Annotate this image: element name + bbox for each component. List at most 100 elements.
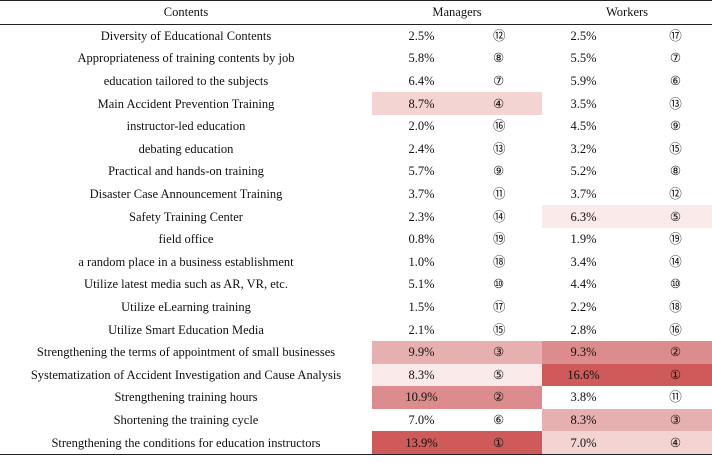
workers-percent: 2.5% [542,24,640,48]
table-row: debating education 2.4% ⑬ 3.2% ⑮ [0,137,712,161]
managers-percent: 5.7% [372,160,493,183]
row-label: Strengthening the conditions for educati… [0,431,372,455]
workers-rank: ⑪ [639,386,712,409]
row-label: Utilize Smart Education Media [108,322,264,337]
workers-percent: 3.2% [542,137,640,161]
table-row: education tailored to the subjects 6.4% ⑦ 5… [0,69,712,93]
row-label: Systematization of Accident Investigatio… [30,367,342,382]
managers-percent: 2.4% [372,137,493,161]
workers-percent: 1.9% [542,227,640,251]
managers-rank: ⑦ [493,69,543,93]
workers-rank: ⑭ [639,250,712,274]
row-label: debating education [138,141,234,156]
row-label: Utilize latest media such as AR, VR, etc… [84,277,288,292]
table-row: Safety Training Center 2.3% ⑭ 6.3% ⑤ [0,205,712,228]
managers-percent: 1.5% [372,295,493,319]
managers-percent: 8.7% [372,92,493,115]
managers-rank: ⑯ [493,114,543,138]
managers-rank: ⑭ [493,205,543,228]
row-label: Strengthening the terms of appointment o… [36,345,336,360]
table-row: Strengthening training hours 10.9% ② 3.8% ⑪ [0,386,712,409]
table-row: Utilize Smart Education Media 2.1% ⑮ 2.8% ⑯ [0,318,712,341]
managers-rank: ① [493,431,543,455]
table-row: instructor-led education 2.0% ⑯ 4.5% ⑨ [0,114,712,138]
managers-percent: 7.0% [372,408,493,432]
table-row: Main Accident Prevention Training 8.7% ④ 3.… [0,92,712,115]
workers-percent: 3.8% [542,386,640,409]
managers-rank: ⑫ [493,24,543,48]
managers-percent: 8.3% [372,363,493,387]
managers-rank: ④ [493,92,543,115]
table-row: a random place in a business establishme… [0,250,712,274]
managers-rank: ③ [493,340,543,364]
row-label: Safety Training Center [129,209,243,224]
table-row: Systematization of Accident Investigatio… [0,363,712,387]
managers-percent: 2.1% [372,318,493,341]
row-label: Practical and hands-on training [108,164,264,179]
workers-percent: 4.5% [542,114,640,138]
workers-percent: 4.4% [542,273,640,296]
workers-rank: ⑫ [639,182,712,206]
managers-rank: ⑮ [493,318,543,341]
workers-rank: ③ [639,408,712,432]
managers-percent: 13.9% [372,431,493,455]
table-row: Disaster Case Announcement Training 3.7% ⑪… [0,182,712,206]
workers-percent: 3.7% [542,182,640,206]
workers-rank: ⑯ [639,318,712,341]
row-label: Utilize eLearning training [121,300,251,315]
row-label: Shortening the training cycle [113,412,259,427]
managers-rank: ⑲ [493,227,543,251]
row-label: a random place in a business establishme… [78,254,294,269]
workers-rank: ⑱ [639,295,712,319]
managers-rank: ⑱ [493,250,543,274]
table-header: Contents Managers Workers [0,0,712,25]
managers-percent: 2.0% [372,114,493,138]
table-row: Utilize eLearning training 1.5% ⑰ 2.2% ⑱ [0,295,712,319]
table-row: Practical and hands-on training 5.7% ⑨ 5.2%… [0,160,712,183]
workers-percent: 7.0% [542,431,640,455]
managers-rank: ⑪ [493,182,543,206]
workers-rank: ④ [639,431,712,455]
row-label: Main Accident Prevention Training [97,96,275,111]
managers-rank: ⑰ [493,295,543,319]
managers-percent: 2.5% [372,24,493,48]
managers-rank: ⑨ [493,160,543,183]
workers-rank: ② [639,340,712,364]
workers-percent: 5.9% [542,69,640,93]
managers-percent: 5.8% [372,47,493,70]
workers-percent: 16.6% [542,363,640,387]
managers-rank: ⑤ [493,363,543,387]
workers-rank: ⑲ [639,227,712,251]
workers-rank: ⑩ [639,273,712,296]
workers-percent: 8.3% [542,408,640,432]
workers-rank: ⑰ [639,24,712,48]
table-row: Shortening the training cycle 7.0% ⑥ 8.3% ③ [0,408,712,432]
workers-percent: 9.3% [542,340,640,364]
row-label: field office [158,232,214,247]
row-label: education tailored to the subjects [103,74,269,89]
managers-percent: 9.9% [372,340,493,364]
header-contents: Contents [0,0,372,25]
managers-percent: 2.3% [372,205,493,228]
workers-percent: 6.3% [542,205,640,228]
header-row: Contents Managers Workers [0,0,712,25]
managers-percent: 5.1% [372,273,493,296]
workers-rank: ⑨ [639,114,712,138]
workers-rank: ① [639,363,712,387]
managers-percent: 3.7% [372,182,493,206]
workers-rank: ⑬ [639,92,712,115]
header-workers: Workers [542,0,712,25]
workers-percent: 5.2% [542,160,640,183]
row-label: Appropriateness of training contents by … [77,51,295,66]
workers-percent: 5.5% [542,47,640,70]
managers-percent: 0.8% [372,227,493,251]
table-row: Diversity of Educational Contents 2.5% ⑫ 2.… [0,24,712,48]
row-label: instructor-led education [126,119,246,134]
managers-rank: ⑧ [493,47,543,70]
row-label: Diversity of Educational Contents [100,28,272,43]
workers-rank: ⑦ [639,47,712,70]
workers-rank: ⑥ [639,69,712,93]
workers-percent: 3.4% [542,250,640,274]
workers-rank: ⑤ [639,205,712,228]
